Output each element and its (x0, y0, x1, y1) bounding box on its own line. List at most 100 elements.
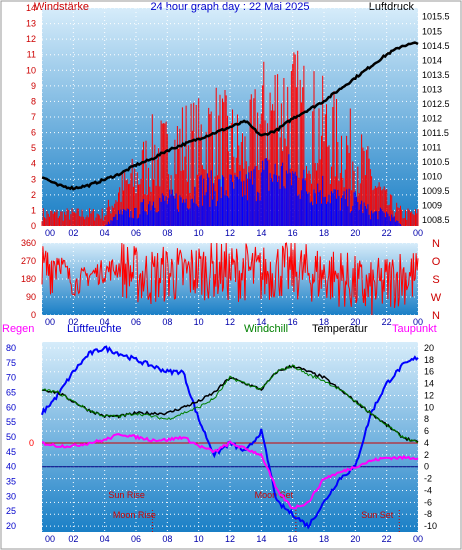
p3-x-tick-label: 22 (382, 534, 392, 544)
humidity-tick-label: 80 (6, 343, 16, 353)
p2-x-tick-label: 10 (194, 317, 204, 327)
p1-x-tick-label: 16 (288, 228, 298, 238)
p1-x-tick-label: 18 (319, 228, 329, 238)
p2-x-tick-label: 04 (100, 317, 110, 327)
temperature-tick-label: -8 (424, 509, 432, 519)
p1-x-tick-label: 06 (131, 228, 141, 238)
compass-label: N (432, 310, 440, 322)
humidity-temperature-plot-area (42, 342, 418, 532)
temperature-tick-label: 16 (424, 367, 434, 377)
wind-tick-label: 8 (31, 96, 36, 106)
wind-tick-label: 5 (31, 143, 36, 153)
pressure-tick-label: 1010 (422, 172, 442, 182)
p3-x-tick-label: 20 (350, 534, 360, 544)
humidity-tick-label: 20 (6, 521, 16, 531)
temperature-tick-label: 18 (424, 355, 434, 365)
p3-x-tick-label: 08 (162, 534, 172, 544)
pressure-tick-label: 1011.5 (422, 128, 449, 138)
astro-annotation: Sun Rise (108, 490, 145, 500)
p2-x-tick-label: 14 (256, 317, 266, 327)
pressure-tick-label: 1013.5 (422, 70, 450, 80)
temperature-tick-label: -10 (424, 521, 437, 531)
wind-tick-label: 12 (26, 34, 36, 44)
wind-tick-label: 13 (26, 19, 36, 29)
humidity-tick-label: 50 (6, 432, 16, 442)
temperature-tick-label: -4 (424, 485, 432, 495)
compass-label: W (431, 292, 442, 304)
temperature-tick-label: 0 (424, 462, 429, 472)
temperature-tick-label: 10 (424, 402, 434, 412)
humidity-tick-label: 40 (6, 462, 16, 472)
p1-x-tick-label: 20 (350, 228, 360, 238)
p3-x-tick-label: 02 (68, 534, 78, 544)
pressure-tick-label: 1014 (422, 55, 442, 65)
direction-tick-label: 360 (21, 238, 36, 248)
compass-label: N (432, 238, 440, 250)
temperature-tick-label: -2 (424, 474, 432, 484)
humidity-tick-label: 65 (6, 387, 16, 397)
p3-x-tick-label: 14 (256, 534, 266, 544)
p3-x-tick-label: 00 (413, 534, 423, 544)
windchill-label: Windchill (244, 323, 288, 335)
p3-x-tick-label: 06 (131, 534, 141, 544)
wind-tick-label: 9 (31, 81, 36, 91)
luftfeuchte-label: Luftfeuchte (67, 323, 121, 335)
humidity-tick-label: 25 (6, 506, 16, 516)
p2-x-tick-label: 08 (162, 317, 172, 327)
p2-x-tick-label: 00 (45, 317, 55, 327)
p1-x-tick-label: 10 (194, 228, 204, 238)
windchill-series (41, 364, 419, 444)
p2-x-tick-label: 00 (413, 317, 423, 327)
p3-x-tick-label: 10 (194, 534, 204, 544)
pressure-tick-label: 1015.5 (422, 12, 450, 22)
astro-annotation: Moon Rise (113, 510, 156, 520)
p2-x-tick-label: 22 (382, 317, 392, 327)
p1-x-tick-label: 12 (225, 228, 235, 238)
wind-tick-label: 1 (31, 205, 36, 215)
pressure-tick-label: 1008.5 (422, 215, 450, 225)
humidity-tick-label: 45 (6, 447, 16, 457)
compass-label: S (432, 274, 439, 286)
p1-x-tick-label: 04 (100, 228, 110, 238)
p1-x-tick-label: 14 (256, 228, 266, 238)
temperature-tick-label: 2 (424, 450, 429, 460)
humidity-tick-label: 70 (6, 373, 16, 383)
pressure-series (41, 41, 419, 191)
wind-tick-label: 4 (31, 159, 36, 169)
temperatur-label: Temperatur (312, 323, 368, 335)
pressure-tick-label: 1015 (422, 26, 442, 36)
temperature-tick-label: 8 (424, 414, 429, 424)
wind-tick-label: 3 (31, 174, 36, 184)
direction-tick-label: 270 (21, 256, 36, 266)
chart-title: 24 hour graph day : 22 Mai 2025 (150, 1, 309, 13)
p2-x-tick-label: 06 (131, 317, 141, 327)
p1-x-tick-label: 02 (68, 228, 78, 238)
humidity-tick-label: 55 (6, 417, 16, 427)
humidity-tick-label: 35 (6, 477, 16, 487)
temperature-tick-label: -6 (424, 497, 432, 507)
p2-x-tick-label: 18 (319, 317, 329, 327)
regen-label: Regen (2, 323, 34, 335)
pressure-tick-label: 1009.5 (422, 186, 450, 196)
p2-x-tick-label: 16 (288, 317, 298, 327)
p3-x-tick-label: 16 (288, 534, 298, 544)
regen-tick-label: 0 (29, 438, 34, 448)
p3-x-tick-label: 12 (225, 534, 235, 544)
wind-tick-label: 11 (27, 50, 36, 60)
humidity-tick-label: 75 (6, 358, 16, 368)
pressure-tick-label: 1010.5 (422, 157, 450, 167)
p3-x-tick-label: 18 (319, 534, 329, 544)
pressure-tick-label: 1012 (422, 113, 442, 123)
p2-x-tick-label: 12 (225, 317, 235, 327)
humidity-temperature-panel (42, 342, 418, 532)
wind-direction-series (41, 242, 419, 316)
temperature-tick-label: 12 (424, 390, 434, 400)
temperature-tick-label: 14 (424, 379, 434, 389)
taupunkt-label: Taupunkt (392, 323, 437, 335)
p1-x-tick-label: 00 (413, 228, 423, 238)
temperature-tick-label: 6 (424, 426, 429, 436)
direction-tick-label: 0 (31, 310, 36, 320)
